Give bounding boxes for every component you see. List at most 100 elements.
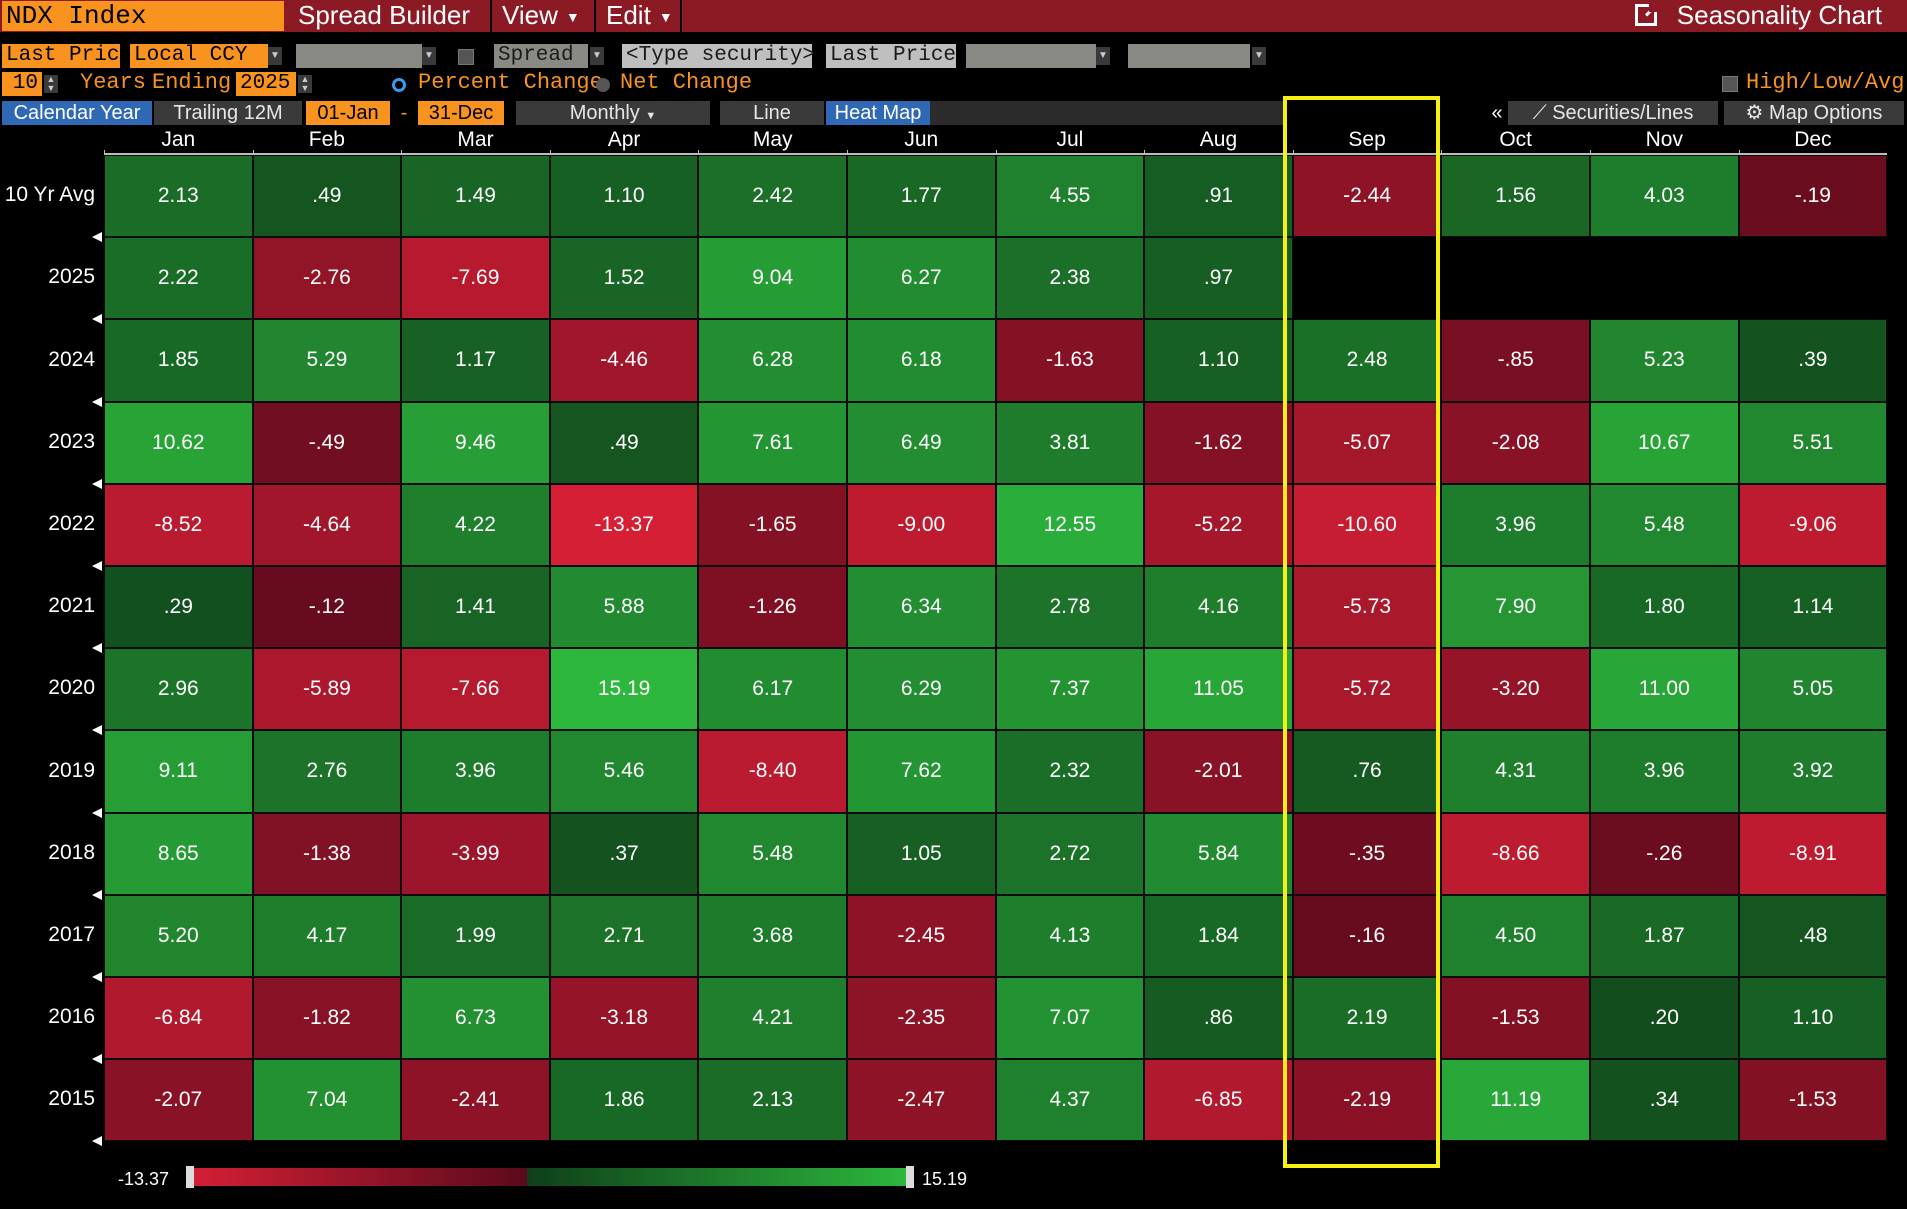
heatmap-cell[interactable]: 1.10 [1738,977,1888,1060]
tab-heat-map[interactable]: Heat Map [826,101,930,125]
heatmap-cell[interactable]: -2.47 [847,1059,996,1142]
heatmap-cell[interactable]: -.35 [1292,812,1442,895]
heatmap-cell[interactable]: 2.13 [698,1059,847,1142]
heatmap-cell[interactable]: 5.05 [1738,648,1888,731]
heatmap-cell[interactable]: 1.77 [847,155,996,238]
heatmap-cell[interactable]: -.12 [252,566,402,649]
currency-select[interactable]: Local CCY [130,44,268,68]
heatmap-cell[interactable]: 1.41 [401,566,550,649]
heatmap-cell[interactable]: -2.41 [401,1059,550,1142]
start-date-input[interactable]: 01-Jan [306,101,390,125]
heatmap-cell[interactable]: 6.17 [698,648,847,731]
heatmap-cell[interactable]: 6.27 [847,237,996,320]
heatmap-cell[interactable]: -3.99 [401,812,550,895]
heatmap-cell[interactable]: -2.35 [847,977,996,1060]
heatmap-cell[interactable]: 1.80 [1590,566,1739,649]
column-header-jul[interactable]: Jul [1056,128,1084,151]
heatmap-cell[interactable]: 3.96 [1441,483,1590,566]
heatmap-cell[interactable]: .34 [1590,1059,1739,1142]
heatmap-cell[interactable]: 5.20 [104,894,253,977]
heatmap-cell[interactable]: 2.72 [995,812,1145,895]
chevron-down-icon[interactable]: ▼ [590,47,604,65]
heatmap-cell[interactable]: -5.07 [1292,401,1442,484]
heatmap-cell[interactable]: -2.19 [1292,1059,1442,1142]
heatmap-cell[interactable]: .37 [549,812,699,895]
heatmap-cell[interactable]: .76 [1292,730,1442,813]
high-low-avg-checkbox[interactable] [1722,76,1738,92]
heatmap-cell[interactable]: -8.40 [698,730,847,813]
spread-builder-menu[interactable]: Spread Builder [298,0,470,30]
scale-handle-icon[interactable] [186,1166,194,1188]
heatmap-cell[interactable]: 7.90 [1441,566,1590,649]
heatmap-cell[interactable]: 1.86 [549,1059,699,1142]
heatmap-cell[interactable]: .91 [1144,155,1293,238]
heatmap-cell[interactable]: 2.42 [698,155,847,238]
heatmap-cell[interactable]: 1.56 [1441,155,1590,238]
heatmap-cell[interactable]: 7.62 [847,730,996,813]
heatmap-cell[interactable]: 11.19 [1441,1059,1590,1142]
field2-select[interactable]: Last Price [826,44,956,68]
heatmap-cell[interactable]: 5.23 [1590,319,1739,402]
heatmap-cell[interactable]: 4.37 [995,1059,1145,1142]
blank-select-b[interactable] [1128,44,1250,68]
collapse-icon[interactable]: « [1491,102,1503,124]
heatmap-cell[interactable]: -1.53 [1441,977,1590,1060]
heatmap-cell[interactable]: 1.99 [401,894,550,977]
heatmap-cell[interactable]: 3.96 [1590,730,1739,813]
heatmap-cell[interactable]: 7.07 [995,977,1145,1060]
column-header-may[interactable]: May [752,128,793,151]
column-header-feb[interactable]: Feb [308,128,345,151]
heatmap-cell[interactable]: 7.37 [995,648,1145,731]
heatmap-cell[interactable]: -.16 [1292,894,1442,977]
heatmap-cell[interactable]: -.49 [252,401,402,484]
heatmap-cell[interactable]: 6.28 [698,319,847,402]
heatmap-cell[interactable]: 1.17 [401,319,550,402]
heatmap-cell[interactable]: 2.19 [1292,977,1442,1060]
edit-menu[interactable]: Edit ▼ [594,0,683,32]
column-header-apr[interactable]: Apr [607,128,641,151]
chart-title[interactable]: Seasonality Chart [1634,0,1882,32]
chevron-down-icon[interactable]: ▼ [1252,47,1266,65]
heatmap-cell[interactable]: -2.08 [1441,401,1590,484]
heatmap-cell[interactable]: 5.46 [549,730,699,813]
heatmap-cell[interactable]: -5.72 [1292,648,1442,731]
heatmap-cell[interactable]: .39 [1738,319,1888,402]
heatmap-cell[interactable]: -2.07 [104,1059,253,1142]
heatmap-cell[interactable]: .29 [104,566,253,649]
heatmap-cell[interactable]: 4.17 [252,894,402,977]
column-header-dec[interactable]: Dec [1794,128,1832,151]
net-change-radio[interactable] [596,78,610,92]
security-ticker-field[interactable]: NDX Index [2,1,284,31]
heatmap-cell[interactable]: 5.84 [1144,812,1293,895]
end-date-input[interactable]: 31-Dec [418,101,504,125]
heatmap-cell[interactable]: 2.32 [995,730,1145,813]
heatmap-cell[interactable]: -5.89 [252,648,402,731]
tab-line[interactable]: Line [720,101,824,125]
type-security-input[interactable]: <Type security> [622,44,815,68]
heatmap-cell[interactable]: 2.71 [549,894,699,977]
heatmap-cell[interactable]: -8.66 [1441,812,1590,895]
heatmap-cell[interactable]: 1.52 [549,237,699,320]
heatmap-cell[interactable]: -2.45 [847,894,996,977]
blank-select-a[interactable] [966,44,1096,68]
blank-field-select[interactable] [296,44,422,68]
heatmap-cell[interactable]: -5.22 [1144,483,1293,566]
heatmap-cell[interactable]: -1.65 [698,483,847,566]
ending-year-input[interactable]: 2025 [236,72,296,96]
heatmap-cell[interactable]: .49 [549,401,699,484]
heatmap-cell[interactable]: .86 [1144,977,1293,1060]
heatmap-cell[interactable]: 2.76 [252,730,402,813]
heatmap-cell[interactable]: 2.13 [104,155,253,238]
heatmap-cell[interactable]: -6.85 [1144,1059,1293,1142]
view-menu[interactable]: View ▼ [490,0,590,32]
heatmap-cell[interactable]: 4.22 [401,483,550,566]
column-header-aug[interactable]: Aug [1199,128,1238,151]
heatmap-cell[interactable]: -7.69 [401,237,550,320]
heatmap-cell[interactable]: -13.37 [549,483,699,566]
heatmap-cell[interactable]: .49 [252,155,402,238]
stepper-icon[interactable]: ▲ ▼ [44,75,58,93]
column-header-nov[interactable]: Nov [1645,128,1683,151]
securities-lines-button[interactable]: ⟋ Securities/Lines [1508,101,1718,125]
heatmap-cell[interactable]: 11.00 [1590,648,1739,731]
heatmap-cell[interactable]: 2.78 [995,566,1145,649]
